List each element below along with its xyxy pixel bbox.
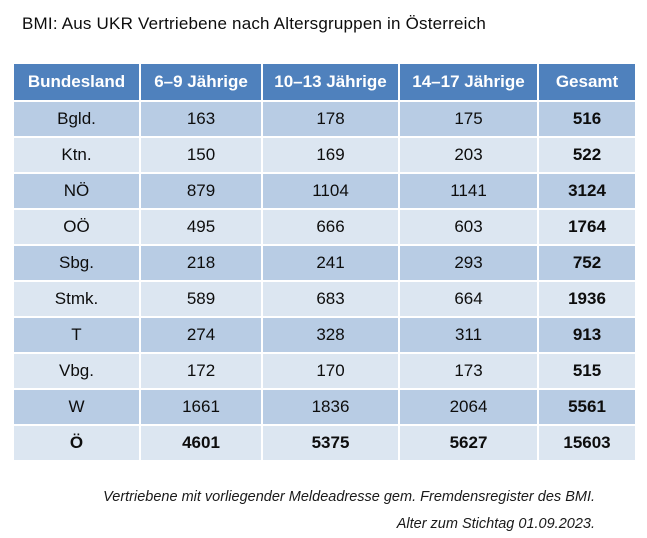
column-header-bundesland: Bundesland <box>14 64 139 100</box>
row-label-cell: OÖ <box>14 210 139 244</box>
value-cell: 175 <box>400 102 537 136</box>
table-row: W 1661 1836 2064 5561 <box>14 390 635 424</box>
value-cell: 666 <box>263 210 398 244</box>
value-cell: 311 <box>400 318 537 352</box>
row-label-cell: Bgld. <box>14 102 139 136</box>
value-cell: 664 <box>400 282 537 316</box>
footnote: Vertriebene mit vorliegender Meldeadress… <box>103 484 595 538</box>
value-cell: 589 <box>141 282 261 316</box>
value-cell: 150 <box>141 138 261 172</box>
value-cell: 683 <box>263 282 398 316</box>
row-total-cell: 913 <box>539 318 635 352</box>
value-cell: 4601 <box>141 426 261 460</box>
row-total-cell: 752 <box>539 246 635 280</box>
row-total-cell: 516 <box>539 102 635 136</box>
table-header-row: Bundesland 6–9 Jährige 10–13 Jährige 14–… <box>14 64 635 100</box>
row-total-cell: 3124 <box>539 174 635 208</box>
table-row: Vbg. 172 170 173 515 <box>14 354 635 388</box>
value-cell: 293 <box>400 246 537 280</box>
footnote-line-1: Vertriebene mit vorliegender Meldeadress… <box>103 489 595 505</box>
row-label-cell: Sbg. <box>14 246 139 280</box>
page-title: BMI: Aus UKR Vertriebene nach Altersgrup… <box>22 14 487 33</box>
value-cell: 603 <box>400 210 537 244</box>
value-cell: 1104 <box>263 174 398 208</box>
footnote-line-2: Alter zum Stichtag 01.09.2023. <box>396 516 595 532</box>
value-cell: 173 <box>400 354 537 388</box>
value-cell: 879 <box>141 174 261 208</box>
row-label-cell: W <box>14 390 139 424</box>
value-cell: 1141 <box>400 174 537 208</box>
value-cell: 172 <box>141 354 261 388</box>
value-cell: 328 <box>263 318 398 352</box>
value-cell: 218 <box>141 246 261 280</box>
value-cell: 1836 <box>263 390 398 424</box>
value-cell: 1661 <box>141 390 261 424</box>
row-label-cell: Vbg. <box>14 354 139 388</box>
table-row: Sbg. 218 241 293 752 <box>14 246 635 280</box>
value-cell: 169 <box>263 138 398 172</box>
row-label-cell: Ö <box>14 426 139 460</box>
row-total-cell: 1936 <box>539 282 635 316</box>
table-row: Ö 4601 5375 5627 15603 <box>14 426 635 460</box>
value-cell: 178 <box>263 102 398 136</box>
value-cell: 163 <box>141 102 261 136</box>
table-row: T 274 328 311 913 <box>14 318 635 352</box>
row-label-cell: Ktn. <box>14 138 139 172</box>
row-total-cell: 15603 <box>539 426 635 460</box>
row-label-cell: NÖ <box>14 174 139 208</box>
row-total-cell: 1764 <box>539 210 635 244</box>
value-cell: 495 <box>141 210 261 244</box>
value-cell: 2064 <box>400 390 537 424</box>
value-cell: 203 <box>400 138 537 172</box>
column-header-6-9: 6–9 Jährige <box>141 64 261 100</box>
row-label-cell: Stmk. <box>14 282 139 316</box>
table-row: OÖ 495 666 603 1764 <box>14 210 635 244</box>
value-cell: 5627 <box>400 426 537 460</box>
row-total-cell: 522 <box>539 138 635 172</box>
age-groups-table: Bundesland 6–9 Jährige 10–13 Jährige 14–… <box>12 62 637 462</box>
table-row: Stmk. 589 683 664 1936 <box>14 282 635 316</box>
row-total-cell: 515 <box>539 354 635 388</box>
row-label-cell: T <box>14 318 139 352</box>
table-row: NÖ 879 1104 1141 3124 <box>14 174 635 208</box>
value-cell: 5375 <box>263 426 398 460</box>
column-header-14-17: 14–17 Jährige <box>400 64 537 100</box>
column-header-gesamt: Gesamt <box>539 64 635 100</box>
table-row: Ktn. 150 169 203 522 <box>14 138 635 172</box>
table-row: Bgld. 163 178 175 516 <box>14 102 635 136</box>
row-total-cell: 5561 <box>539 390 635 424</box>
value-cell: 241 <box>263 246 398 280</box>
value-cell: 274 <box>141 318 261 352</box>
value-cell: 170 <box>263 354 398 388</box>
column-header-10-13: 10–13 Jährige <box>263 64 398 100</box>
